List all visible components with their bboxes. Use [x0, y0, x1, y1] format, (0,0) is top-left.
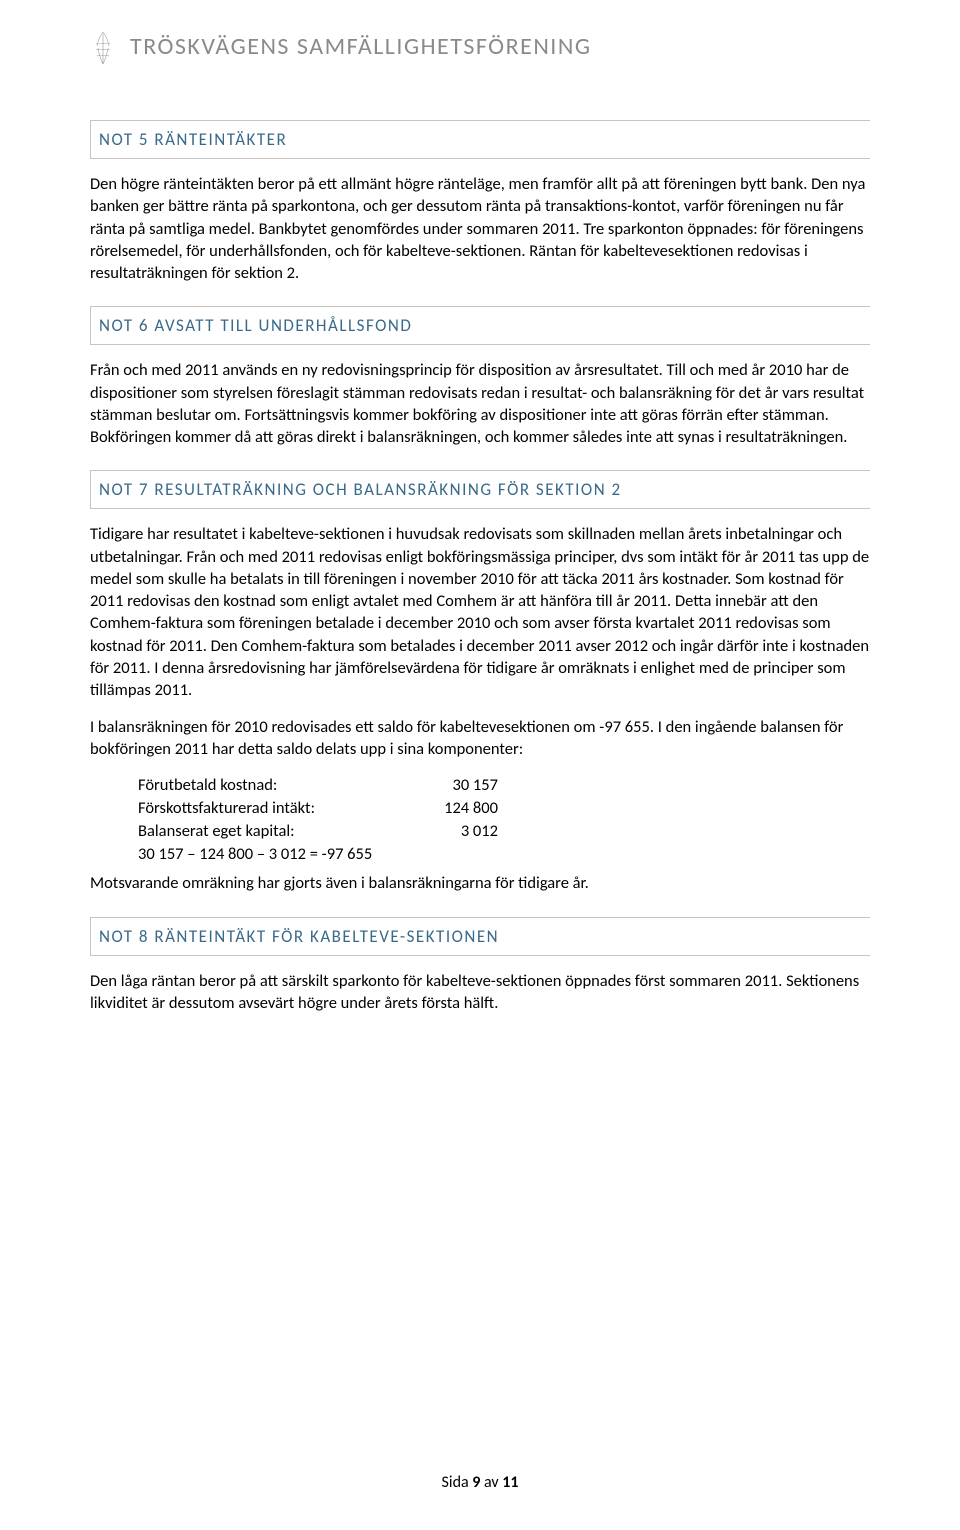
- note-5-heading: NOT 5 RÄNTEINTÄKTER: [90, 120, 870, 159]
- balance-equation: 30 157 – 124 800 – 3 012 = -97 655: [138, 843, 870, 866]
- balance-label: Förskottsfakturerad intäkt:: [138, 797, 408, 820]
- org-name: TRÖSKVÄGENS SAMFÄLLIGHETSFÖRENING: [130, 30, 591, 61]
- note-6-body: Från och med 2011 används en ny redovisn…: [90, 359, 870, 448]
- note-6-heading: NOT 6 AVSATT TILL UNDERHÅLLSFOND: [90, 306, 870, 345]
- page-footer: Sida 9 av 11: [0, 1473, 960, 1492]
- balance-row: Balanserat eget kapital: 3 012: [138, 820, 870, 843]
- note-7-heading: NOT 7 RESULTATRÄKNING OCH BALANSRÄKNING …: [90, 470, 870, 509]
- note-7-body-2: I balansräkningen för 2010 redovisades e…: [90, 716, 870, 761]
- note-8-heading: NOT 8 RÄNTEINTÄKT FÖR KABELTEVE-SEKTIONE…: [90, 917, 870, 956]
- balance-breakdown: Förutbetald kostnad: 30 157 Förskottsfak…: [138, 774, 870, 866]
- footer-prefix: Sida: [442, 1473, 473, 1492]
- footer-total: 11: [502, 1473, 518, 1492]
- note-5-body: Den högre ränteintäkten beror på ett all…: [90, 173, 870, 284]
- balance-row: Förskottsfakturerad intäkt: 124 800: [138, 797, 870, 820]
- note-8-body: Den låga räntan beror på att särskilt sp…: [90, 970, 870, 1015]
- balance-value: 3 012: [408, 820, 498, 843]
- org-logo-icon: [90, 30, 116, 68]
- balance-value: 124 800: [408, 797, 498, 820]
- note-7-body-1: Tidigare har resultatet i kabelteve-sekt…: [90, 523, 870, 701]
- balance-label: Förutbetald kostnad:: [138, 774, 408, 797]
- balance-value: 30 157: [408, 774, 498, 797]
- note-7-after-balance: Motsvarande omräkning har gjorts även i …: [90, 872, 870, 894]
- footer-middle: av: [480, 1473, 502, 1492]
- balance-label: Balanserat eget kapital:: [138, 820, 408, 843]
- balance-row: Förutbetald kostnad: 30 157: [138, 774, 870, 797]
- page-header: TRÖSKVÄGENS SAMFÄLLIGHETSFÖRENING: [90, 30, 870, 68]
